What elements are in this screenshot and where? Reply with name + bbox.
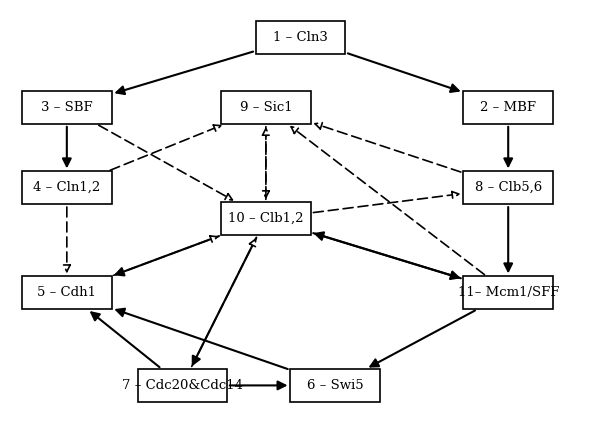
FancyBboxPatch shape	[221, 91, 311, 124]
Text: 10 – Clb1,2: 10 – Clb1,2	[228, 212, 304, 225]
FancyBboxPatch shape	[22, 91, 112, 124]
Text: 6 – Swi5: 6 – Swi5	[307, 379, 364, 392]
FancyBboxPatch shape	[138, 369, 227, 402]
Text: 8 – Clb5,6: 8 – Clb5,6	[475, 181, 542, 194]
FancyBboxPatch shape	[463, 171, 553, 204]
FancyBboxPatch shape	[22, 171, 112, 204]
Text: 7 – Cdc20&Cdc14: 7 – Cdc20&Cdc14	[122, 379, 243, 392]
FancyBboxPatch shape	[22, 276, 112, 309]
Text: 9 – Sic1: 9 – Sic1	[240, 101, 292, 114]
Text: 1 – Cln3: 1 – Cln3	[273, 31, 328, 44]
FancyBboxPatch shape	[221, 202, 311, 235]
FancyBboxPatch shape	[463, 276, 553, 309]
FancyBboxPatch shape	[463, 91, 553, 124]
Text: 4 – Cln1,2: 4 – Cln1,2	[33, 181, 100, 194]
FancyBboxPatch shape	[256, 21, 345, 54]
Text: 3 – SBF: 3 – SBF	[41, 101, 93, 114]
FancyBboxPatch shape	[290, 369, 380, 402]
Text: 2 – MBF: 2 – MBF	[480, 101, 536, 114]
Text: 5 – Cdh1: 5 – Cdh1	[37, 286, 96, 299]
Text: 11– Mcm1/SFF: 11– Mcm1/SFF	[457, 286, 559, 299]
